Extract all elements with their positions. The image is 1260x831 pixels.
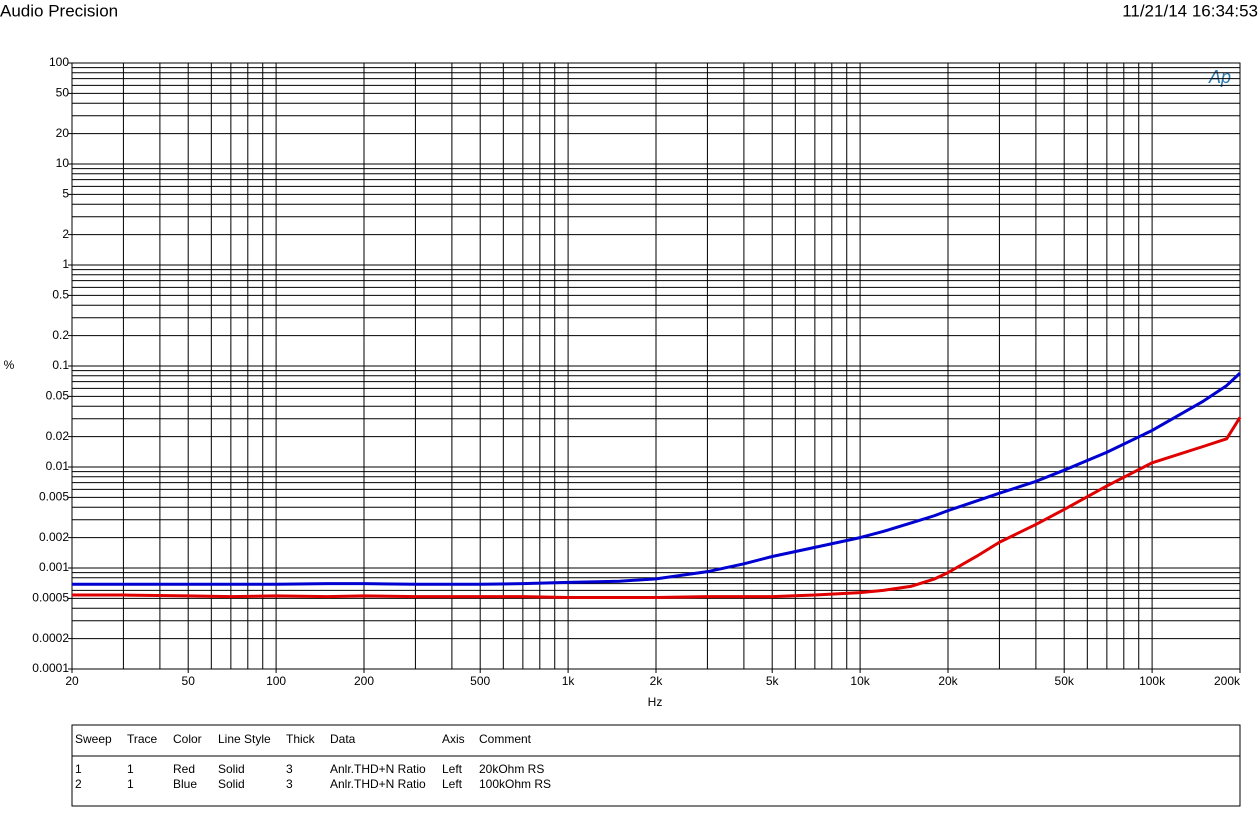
table-cell: 1 [75,762,82,776]
table-cell: 3 [286,777,293,791]
table-header: Axis [442,732,465,746]
y-tick-label: 0.02 [46,429,70,443]
table-cell: 3 [286,762,293,776]
y-tick-label: 0.0005 [32,591,69,605]
y-tick-label: 2 [62,227,69,241]
y-tick-label: 0.001 [39,560,69,574]
series-line [72,372,1242,586]
table-cell: Left [442,762,463,776]
table-cell: 1 [127,762,134,776]
y-tick-label: 0.1 [52,358,69,372]
x-tick-label: 50 [182,674,196,688]
x-tick-label: 1k [562,674,576,688]
y-tick-label: 0.005 [39,490,69,504]
table-header: Trace [127,732,158,746]
chart-title: Audio Precision [0,1,118,20]
table-cell: Anlr.THD+N Ratio [330,762,426,776]
table-cell: Solid [218,762,245,776]
table-frame [71,724,1241,807]
table-header: Sweep [75,732,112,746]
y-tick-label: 0.2 [52,328,69,342]
y-tick-label: 0.0002 [32,631,69,645]
table-cell: 1 [127,777,134,791]
y-tick-label: 20 [56,126,70,140]
table-cell: Anlr.THD+N Ratio [330,777,426,791]
x-tick-label: 200 [354,674,374,688]
y-tick-label: 0.5 [52,288,69,302]
table-header: Data [330,732,356,746]
y-axis-label: % [4,358,15,372]
y-tick-label: 0.002 [39,530,69,544]
table-cell: Left [442,777,463,791]
y-tick-label: 100 [49,55,69,69]
series-line [72,416,1242,600]
table-header: Thick [286,732,316,746]
x-tick-label: 500 [470,674,490,688]
table-cell: Solid [218,777,245,791]
timestamp: 11/21/14 16:34:53 [1122,1,1258,20]
table-header: Line Style [218,732,271,746]
table-header: Color [173,732,202,746]
y-tick-label: 5 [62,187,69,201]
x-tick-label: 20k [938,674,958,688]
y-tick-label: 50 [56,86,70,100]
x-tick-label: 2k [650,674,664,688]
x-tick-label: 5k [766,674,780,688]
y-tick-label: 10 [56,156,70,170]
y-tick-label: 1 [62,257,69,271]
table-cell: 20kOhm RS [479,762,544,776]
x-tick-label: 100 [266,674,286,688]
x-tick-label: 50k [1055,674,1075,688]
table-header: Comment [479,732,532,746]
y-tick-label: 0.0001 [32,661,69,675]
table-cell: 2 [75,777,82,791]
y-tick-label: 0.05 [46,389,70,403]
x-tick-label: 100k [1139,674,1166,688]
x-tick-label: 200k [1214,674,1241,688]
x-tick-label: 10k [850,674,870,688]
table-cell: Blue [173,777,197,791]
x-tick-label: 20 [65,674,79,688]
logo: Ap [1208,67,1231,87]
table-cell: Red [173,762,195,776]
table-cell: 100kOhm RS [479,777,551,791]
x-axis-label: Hz [648,695,663,709]
y-tick-label: 0.01 [46,459,70,473]
